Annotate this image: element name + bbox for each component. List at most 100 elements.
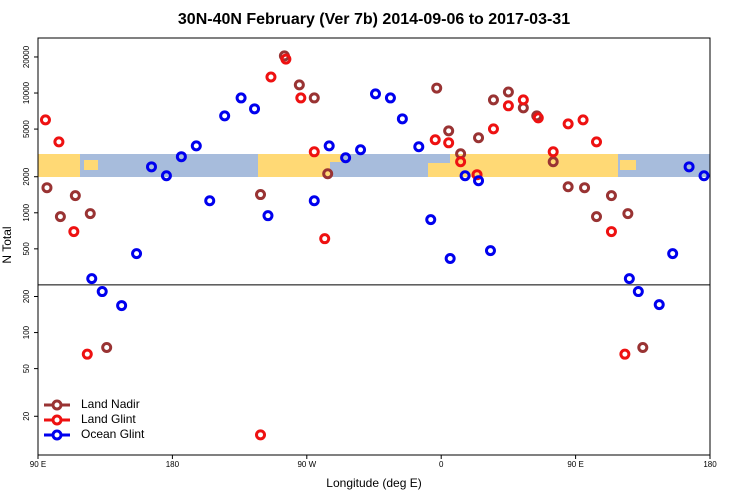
legend-label: Ocean Glint — [81, 427, 145, 441]
y-axis-label: N Total — [0, 226, 14, 263]
point — [384, 92, 396, 104]
point — [81, 348, 93, 360]
y-tick-label: 100 — [22, 325, 31, 339]
point — [579, 182, 591, 194]
point — [322, 168, 334, 180]
point — [131, 248, 143, 260]
y-tick-label: 1000 — [22, 203, 31, 221]
plot-frame — [37, 37, 711, 456]
point — [443, 137, 455, 149]
land — [84, 160, 98, 170]
point — [591, 211, 603, 223]
y-tick-label: 10000 — [22, 81, 31, 104]
point — [623, 273, 635, 285]
point — [698, 170, 710, 182]
point — [502, 86, 514, 98]
point — [319, 233, 331, 245]
point — [308, 92, 320, 104]
point — [86, 273, 98, 285]
point — [96, 286, 108, 298]
point — [547, 146, 559, 158]
x-tick-label: 90 E — [567, 460, 583, 469]
point — [219, 110, 231, 122]
point — [355, 144, 367, 156]
point — [471, 169, 483, 181]
point — [293, 79, 305, 91]
map-strip — [38, 154, 710, 177]
point — [145, 161, 157, 173]
legend-marker — [51, 429, 63, 441]
x-tick-label: 180 — [166, 460, 180, 469]
point — [41, 182, 53, 194]
point — [249, 103, 261, 115]
point — [175, 151, 187, 163]
x-tick-label: 90 W — [297, 460, 316, 469]
point — [255, 429, 267, 441]
point — [280, 53, 292, 65]
point — [619, 348, 631, 360]
point — [683, 161, 695, 173]
land — [620, 160, 636, 170]
point — [429, 134, 441, 146]
point — [502, 100, 514, 112]
point — [413, 141, 425, 153]
point — [262, 210, 274, 222]
point — [255, 189, 267, 201]
point — [605, 226, 617, 238]
x-tick-label: 90 E — [30, 460, 46, 469]
y-tick-label: 5000 — [22, 120, 31, 138]
point — [116, 300, 128, 312]
y-tick-label: 50 — [22, 364, 31, 373]
x-tick-label: 180 — [703, 460, 717, 469]
y-tick-label: 2000 — [22, 167, 31, 185]
point — [308, 195, 320, 207]
point — [484, 245, 496, 257]
legend-marker — [51, 414, 63, 426]
point — [369, 88, 381, 100]
point — [444, 253, 456, 265]
land — [38, 154, 80, 177]
point — [632, 286, 644, 298]
point — [53, 136, 65, 148]
point — [622, 208, 634, 220]
legend-marker — [51, 399, 63, 411]
point — [443, 125, 455, 137]
point — [265, 71, 277, 83]
point — [340, 152, 352, 164]
point — [308, 146, 320, 158]
point — [396, 113, 408, 125]
point — [459, 170, 471, 182]
point — [487, 123, 499, 135]
point — [653, 299, 665, 311]
point — [425, 214, 437, 226]
legend-label: Land Nadir — [81, 397, 140, 411]
point — [547, 156, 559, 168]
point — [295, 92, 307, 104]
point — [577, 114, 589, 126]
legend-label: Land Glint — [81, 412, 136, 426]
point — [160, 170, 172, 182]
point — [473, 132, 485, 144]
point — [39, 114, 51, 126]
point — [54, 211, 66, 223]
point — [532, 112, 544, 124]
point — [190, 140, 202, 152]
point — [235, 92, 247, 104]
point — [69, 190, 81, 202]
point — [637, 342, 649, 354]
point — [204, 195, 216, 207]
point — [487, 94, 499, 106]
point — [68, 226, 80, 238]
y-tick-label: 20000 — [22, 45, 31, 68]
chart-title: 30N-40N February (Ver 7b) 2014-09-06 to … — [178, 11, 570, 28]
point — [591, 136, 603, 148]
point — [101, 342, 113, 354]
point — [562, 118, 574, 130]
y-tick-label: 20 — [22, 411, 31, 420]
point — [323, 140, 335, 152]
land — [330, 154, 342, 162]
point — [667, 248, 679, 260]
point — [431, 82, 443, 94]
y-tick-label: 500 — [22, 242, 31, 256]
